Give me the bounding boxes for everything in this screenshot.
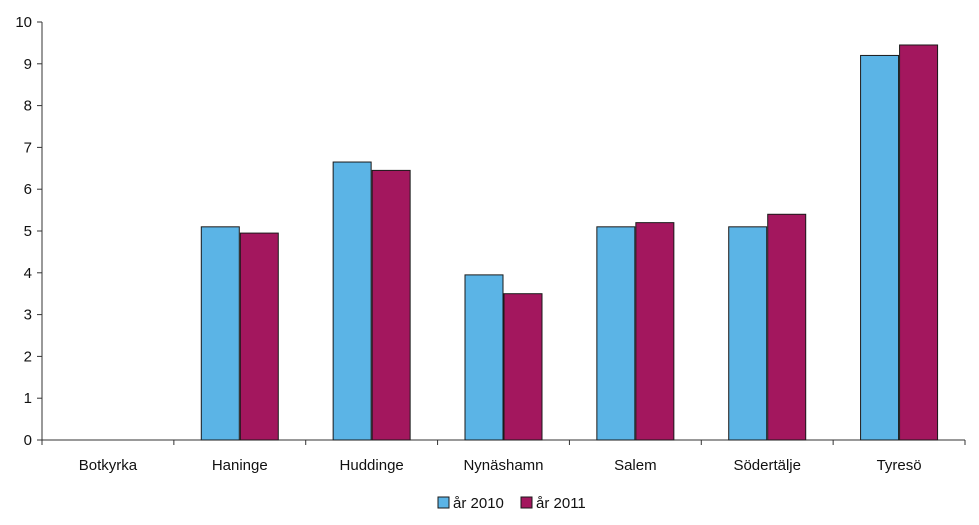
y-tick-label: 8 (24, 98, 32, 115)
category-label: Botkyrka (79, 457, 138, 474)
y-tick-label: 4 (24, 265, 32, 282)
bar-2011-södertälje (767, 213, 807, 441)
category-label: Huddinge (340, 457, 404, 474)
bar-2011-salem (635, 222, 675, 441)
y-tick-label: 9 (24, 56, 32, 73)
bar-2010-tyresö (860, 54, 900, 441)
y-tick-label: 3 (24, 307, 32, 324)
bar-2010-salem (596, 226, 636, 441)
legend-swatch (437, 496, 450, 509)
bar-2010-nynäshamn (464, 274, 504, 441)
bar-2010-huddinge (332, 161, 372, 441)
bar-2011-nynäshamn (503, 293, 543, 441)
y-tick-label: 2 (24, 348, 32, 365)
legend-label: år 2010 (453, 495, 504, 512)
category-label: Nynäshamn (463, 457, 543, 474)
x-axis: Botkyrka Haninge Huddinge Nynäshamn Salem Söd… (41, 439, 966, 474)
category-label: Tyresö (877, 457, 922, 474)
y-tick-label: 6 (24, 181, 32, 198)
bar-2011-tyresö (899, 44, 939, 441)
y-tick-label: 0 (24, 432, 32, 449)
legend-label: år 2011 (536, 495, 586, 512)
y-tick-label: 1 (24, 390, 32, 407)
bar-2011-haninge (239, 232, 279, 441)
bar-2010-södertälje (728, 226, 768, 441)
legend-swatch (520, 496, 533, 509)
category-label: Salem (614, 457, 657, 474)
legend: år 2010 år 2011 (437, 495, 586, 512)
category-label: Haninge (212, 457, 268, 474)
bar-2010-haninge (200, 226, 240, 441)
category-label: Södertälje (733, 457, 801, 474)
y-tick-label: 5 (24, 223, 32, 240)
bars (200, 44, 939, 441)
y-tick-label: 7 (24, 139, 32, 156)
bar-2011-huddinge (371, 169, 411, 441)
y-tick-label: 10 (15, 14, 32, 31)
y-axis: 0 1 2 3 4 5 6 7 8 9 10 (15, 14, 43, 449)
